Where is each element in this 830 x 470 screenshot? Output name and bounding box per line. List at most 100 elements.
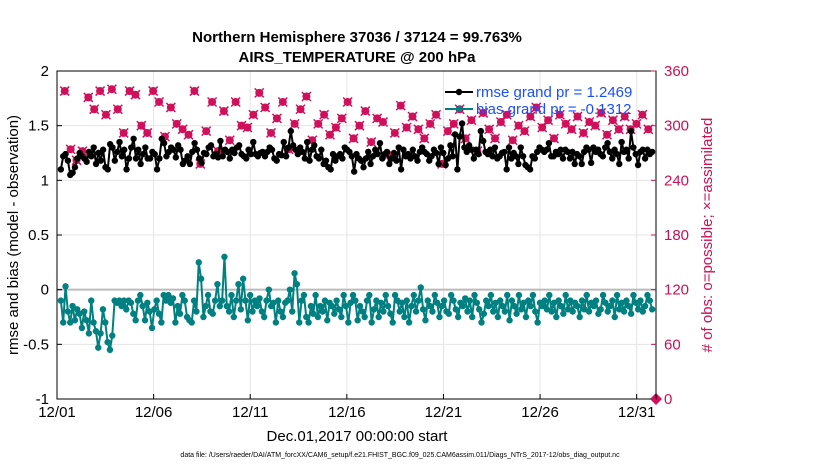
obs-marker [201,126,212,137]
chart-title: Northern Hemisphere 37036 / 37124 = 99.7… [192,29,522,46]
rmse-point [99,146,107,153]
rmse-point [557,146,564,153]
obs-marker [395,100,406,111]
bias-point [165,291,172,299]
rmse-point [599,153,607,160]
bias-point [305,319,312,326]
bias-point [230,313,238,321]
bias-point [529,291,537,299]
obs-assimilated-mark [613,124,624,135]
bias-point [518,306,525,313]
rmse-point [64,157,72,164]
rmse-point [526,166,534,173]
bias-point [646,297,653,304]
bias-point [319,308,326,315]
obs-assimilated-mark [543,115,554,126]
rmse-series [57,120,656,179]
bias-point [242,297,249,304]
obs-marker [142,127,153,138]
bias-point [69,302,76,310]
bias-point [260,313,268,321]
obs-marks [59,84,662,405]
obs-marker [601,129,613,140]
obs-marker [260,102,271,113]
bias-point [279,313,287,321]
rmse-point [83,158,90,165]
rmse-point [203,150,210,158]
bias-point [354,317,361,324]
obs-marker [348,133,359,144]
rmse-point [383,148,391,156]
bias-point [445,310,453,317]
obs-assimilated-mark [448,118,459,129]
bias-point [389,319,396,326]
obs-marker [100,109,112,120]
obs-assimilated-mark [295,104,306,115]
bias-point [356,302,364,310]
bias-point [637,297,644,304]
obs-marker [466,115,477,126]
obs-marker [59,86,70,97]
y-axis-label: rmse and bias (model - observation) [5,115,22,355]
bias-point [541,297,548,304]
obs-marker [372,113,383,124]
obs-assimilated-mark [348,133,359,144]
rmse-point [153,166,161,173]
rmse-point [491,144,499,151]
bias-point [83,317,90,324]
obs-marker [189,86,200,97]
bias-point [384,302,392,310]
bias-point [78,324,86,332]
obs-assimilated-mark [230,96,241,108]
bias-point [604,308,611,315]
obs-assimilated-mark [531,102,542,113]
rmse-point [393,157,400,164]
obs-assimilated-mark [130,89,141,100]
obs-assimilated-mark [554,109,565,120]
obs-marker [419,133,430,144]
y-axis-label-right: # of obs: o=possible; ×=assimilated [699,118,716,353]
bias-point [522,313,530,321]
bias-point [557,302,565,310]
rmse-point [564,148,571,156]
rmse-point [118,153,126,160]
obs-marker [224,135,235,146]
rmse-point [616,160,623,168]
obs-marker [324,129,336,140]
bias-point [387,310,394,317]
obs-marker [572,111,583,122]
obs-marker [478,107,489,118]
obs-assimilated-mark [142,127,153,138]
y-right-tick-label: 300 [664,118,689,135]
obs-marker [519,126,530,137]
rmse-point [191,139,198,147]
bias-point [328,302,336,310]
bias-point [314,313,322,321]
bias-point [317,302,324,310]
y-tick-label: 0 [41,282,49,299]
obs-assimilated-mark [584,116,595,128]
rmse-point [456,133,463,140]
bias-point [137,291,144,299]
rmse-point [428,153,435,160]
rmse-point [280,138,287,146]
rmse-point [109,144,116,151]
bias-point [232,297,240,304]
obs-marker [130,89,141,100]
bias-point [62,283,69,290]
bias-series [57,253,656,353]
obs-marker [360,106,371,117]
bias-point [296,319,303,326]
bias-point [81,308,88,315]
bias-point [361,313,368,321]
obs-assimilated-mark [95,86,106,97]
rmse-point [468,146,475,153]
obs-assimilated-mark [401,122,412,133]
bias-point [158,319,165,326]
y-right-tick-label: 180 [664,227,689,244]
obs-assimilated-mark [112,104,123,115]
obs-assimilated-mark [124,86,135,97]
bias-point [244,317,252,324]
bias-point [590,302,597,310]
obs-marker [637,109,648,120]
